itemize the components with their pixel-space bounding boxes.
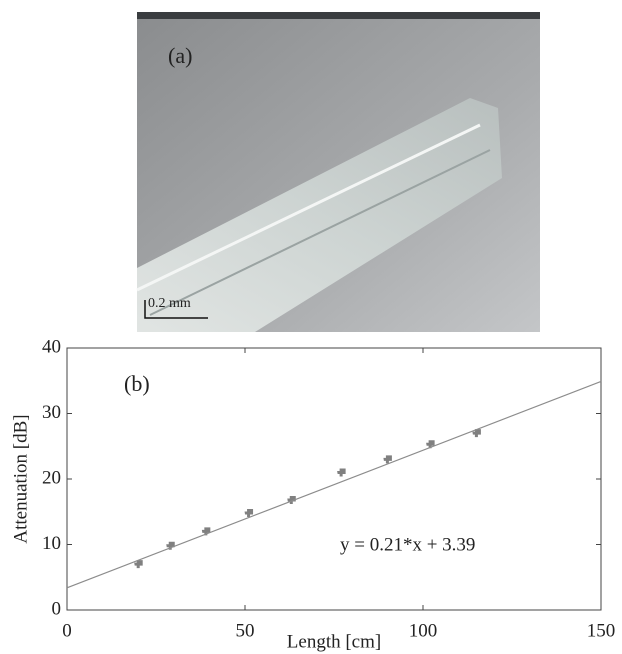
- y-axis-label: Attenuation [dB]: [10, 414, 31, 543]
- x-tick-label: 150: [587, 620, 616, 641]
- fit-line: [66, 380, 602, 589]
- x-tick-label: 100: [409, 620, 438, 641]
- annotation: y = 0.21*x + 3.39: [340, 534, 475, 555]
- x-axis-label: Length [cm]: [287, 631, 381, 652]
- y-tick-label: 10: [42, 533, 61, 554]
- data-point: [134, 560, 143, 569]
- scale-label: 0.2 mm: [148, 296, 191, 311]
- crystal-edge: [136, 123, 481, 292]
- x-tick-label: 50: [236, 620, 255, 641]
- scale-bar: [144, 300, 208, 319]
- crystal-edge: [149, 149, 491, 316]
- photo: 0.2 mm (a): [136, 12, 540, 332]
- chart: (b) y = 0.21*x + 3.39 Length [cm] Attenu…: [10, 336, 615, 652]
- y-tick-label: 40: [42, 336, 61, 357]
- x-tick-label: 0: [62, 620, 72, 641]
- y-tick-label: 0: [52, 598, 62, 619]
- status-bar: [137, 12, 540, 19]
- crystal: [137, 98, 502, 332]
- y-tick-label: 30: [42, 402, 61, 423]
- data-point: [426, 440, 435, 449]
- panel-label: (b): [124, 371, 150, 396]
- data-point: [287, 495, 296, 504]
- data-point: [383, 455, 392, 464]
- data-point: [201, 527, 211, 536]
- panel-label: (a): [168, 43, 192, 68]
- data-point: [472, 429, 481, 438]
- data-point: [166, 541, 175, 550]
- y-tick-label: 20: [42, 467, 61, 488]
- data-point: [244, 509, 254, 518]
- data-point: [337, 468, 346, 477]
